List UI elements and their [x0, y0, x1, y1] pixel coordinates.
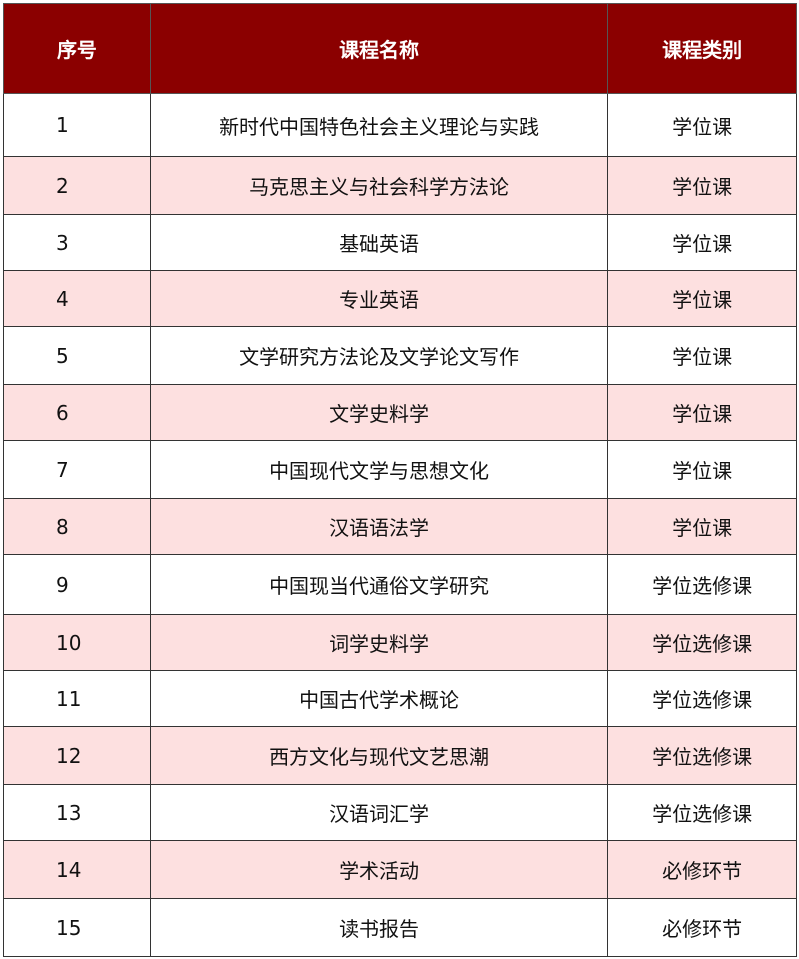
course-category: 学位选修课 [607, 614, 797, 671]
course-name: 汉语语法学 [149, 498, 609, 555]
row-index: 4 [3, 270, 151, 327]
course-name: 词学史料学 [149, 614, 609, 671]
course-category: 学位课 [607, 214, 797, 271]
row-index: 11 [3, 670, 151, 727]
table-row: 14 学术活动 必修环节 [3, 840, 797, 899]
course-name: 中国古代学术概论 [149, 670, 609, 727]
header-course-name: 课程名称 [149, 3, 609, 94]
header-course-category: 课程类别 [607, 3, 797, 94]
course-category: 学位课 [607, 93, 797, 157]
course-category: 必修环节 [607, 840, 797, 899]
course-name: 中国现当代通俗文学研究 [149, 554, 609, 615]
course-category: 学位课 [607, 156, 797, 215]
row-index: 2 [3, 156, 151, 215]
table-row: 6 文学史料学 学位课 [3, 384, 797, 441]
table-row: 12 西方文化与现代文艺思潮 学位选修课 [3, 726, 797, 785]
table-row: 5 文学研究方法论及文学论文写作 学位课 [3, 326, 797, 385]
table-row: 3 基础英语 学位课 [3, 214, 797, 271]
table-row: 10 词学史料学 学位选修课 [3, 614, 797, 671]
row-index: 9 [3, 554, 151, 615]
course-category: 学位课 [607, 384, 797, 441]
row-index: 8 [3, 498, 151, 555]
row-index: 13 [3, 784, 151, 841]
table-row: 15 读书报告 必修环节 [3, 898, 797, 957]
course-name: 马克思主义与社会科学方法论 [149, 156, 609, 215]
course-category: 学位课 [607, 498, 797, 555]
row-index: 7 [3, 440, 151, 499]
course-name: 中国现代文学与思想文化 [149, 440, 609, 499]
course-category: 学位课 [607, 270, 797, 327]
course-name: 文学史料学 [149, 384, 609, 441]
course-name: 西方文化与现代文艺思潮 [149, 726, 609, 785]
course-category: 学位选修课 [607, 554, 797, 615]
course-category: 学位课 [607, 440, 797, 499]
course-category: 学位选修课 [607, 726, 797, 785]
row-index: 14 [3, 840, 151, 899]
header-row: 序号 课程名称 课程类别 [3, 3, 797, 94]
header-index: 序号 [3, 3, 151, 94]
course-name: 新时代中国特色社会主义理论与实践 [149, 93, 609, 157]
course-name: 汉语词汇学 [149, 784, 609, 841]
table-row: 1 新时代中国特色社会主义理论与实践 学位课 [3, 93, 797, 157]
course-name: 基础英语 [149, 214, 609, 271]
table-row: 13 汉语词汇学 学位选修课 [3, 784, 797, 841]
course-category: 必修环节 [607, 898, 797, 957]
course-name: 学术活动 [149, 840, 609, 899]
table-row: 11 中国古代学术概论 学位选修课 [3, 670, 797, 727]
course-category: 学位选修课 [607, 670, 797, 727]
table-row: 4 专业英语 学位课 [3, 270, 797, 327]
row-index: 5 [3, 326, 151, 385]
course-category: 学位选修课 [607, 784, 797, 841]
row-index: 1 [3, 93, 151, 157]
course-name: 专业英语 [149, 270, 609, 327]
course-name: 读书报告 [149, 898, 609, 957]
row-index: 10 [3, 614, 151, 671]
row-index: 12 [3, 726, 151, 785]
course-table: 序号 课程名称 课程类别 1 新时代中国特色社会主义理论与实践 学位课 2 马克思主义与… [3, 3, 797, 957]
table-row: 9 中国现当代通俗文学研究 学位选修课 [3, 554, 797, 615]
table-row: 8 汉语语法学 学位课 [3, 498, 797, 555]
table-row: 7 中国现代文学与思想文化 学位课 [3, 440, 797, 499]
course-name: 文学研究方法论及文学论文写作 [149, 326, 609, 385]
row-index: 3 [3, 214, 151, 271]
row-index: 15 [3, 898, 151, 957]
table-row: 2 马克思主义与社会科学方法论 学位课 [3, 156, 797, 215]
row-index: 6 [3, 384, 151, 441]
course-category: 学位课 [607, 326, 797, 385]
